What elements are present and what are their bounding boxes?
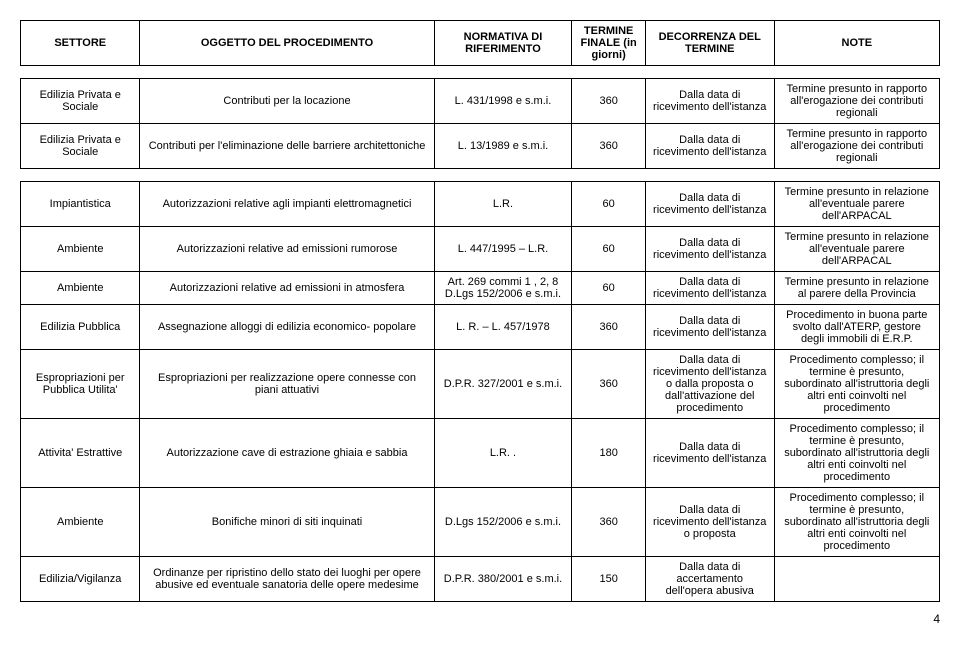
cell-note: Procedimento in buona parte svolto dall'… xyxy=(774,305,939,350)
cell-settore: Espropriazioni per Pubblica Utilita' xyxy=(21,350,140,419)
header-table: SETTORE OGGETTO DEL PROCEDIMENTO NORMATI… xyxy=(20,20,940,66)
page-number: 4 xyxy=(20,602,940,626)
cell-oggetto: Contributi per la locazione xyxy=(140,79,434,124)
cell-settore: Edilizia/Vigilanza xyxy=(21,557,140,602)
cell-note: Termine presunto in relazione all'eventu… xyxy=(774,182,939,227)
cell-normativa: L. 13/1989 e s.m.i. xyxy=(434,124,572,169)
cell-settore: Ambiente xyxy=(21,272,140,305)
cell-note: Procedimento complesso; il termine è pre… xyxy=(774,419,939,488)
cell-normativa: L. R. – L. 457/1978 xyxy=(434,305,572,350)
cell-decorrenza: Dalla data di ricevimento dell'istanza xyxy=(645,305,774,350)
header-termine: TERMINE FINALE (in giorni) xyxy=(572,21,646,66)
cell-note: Procedimento complesso; il termine è pre… xyxy=(774,350,939,419)
table-row: Espropriazioni per Pubblica Utilita' Esp… xyxy=(21,350,940,419)
cell-oggetto: Autorizzazioni relative ad emissioni in … xyxy=(140,272,434,305)
cell-normativa: L.R. xyxy=(434,182,572,227)
cell-decorrenza: Dalla data di ricevimento dell'istanza xyxy=(645,419,774,488)
cell-decorrenza: Dalla data di ricevimento dell'istanza xyxy=(645,79,774,124)
cell-oggetto: Autorizzazioni relative ad emissioni rum… xyxy=(140,227,434,272)
cell-decorrenza: Dalla data di ricevimento dell'istanza xyxy=(645,182,774,227)
table-row: Edilizia/Vigilanza Ordinanze per riprist… xyxy=(21,557,940,602)
cell-settore: Edilizia Pubblica xyxy=(21,305,140,350)
cell-normativa: D.P.R. 380/2001 e s.m.i. xyxy=(434,557,572,602)
cell-termine: 360 xyxy=(572,79,646,124)
cell-termine: 60 xyxy=(572,272,646,305)
table-row: Edilizia Privata e Sociale Contributi pe… xyxy=(21,79,940,124)
cell-decorrenza: Dalla data di ricevimento dell'istanza xyxy=(645,272,774,305)
cell-termine: 60 xyxy=(572,227,646,272)
cell-decorrenza: Dalla data di ricevimento dell'istanza xyxy=(645,124,774,169)
cell-termine: 60 xyxy=(572,182,646,227)
cell-normativa: Art. 269 commi 1 , 2, 8 D.Lgs 152/2006 e… xyxy=(434,272,572,305)
cell-oggetto: Assegnazione alloggi di edilizia economi… xyxy=(140,305,434,350)
cell-oggetto: Espropriazioni per realizzazione opere c… xyxy=(140,350,434,419)
cell-termine: 180 xyxy=(572,419,646,488)
cell-termine: 360 xyxy=(572,305,646,350)
cell-normativa: D.Lgs 152/2006 e s.m.i. xyxy=(434,488,572,557)
cell-oggetto: Autorizzazione cave di estrazione ghiaia… xyxy=(140,419,434,488)
cell-settore: Edilizia Privata e Sociale xyxy=(21,79,140,124)
table-row: Attivita' Estrattive Autorizzazione cave… xyxy=(21,419,940,488)
cell-oggetto: Contributi per l'eliminazione delle barr… xyxy=(140,124,434,169)
section2-table: Impiantistica Autorizzazioni relative ag… xyxy=(20,181,940,602)
cell-note xyxy=(774,557,939,602)
cell-settore: Edilizia Privata e Sociale xyxy=(21,124,140,169)
cell-termine: 360 xyxy=(572,124,646,169)
header-normativa: NORMATIVA DI RIFERIMENTO xyxy=(434,21,572,66)
table-row: Ambiente Bonifiche minori di siti inquin… xyxy=(21,488,940,557)
cell-decorrenza: Dalla data di accertamento dell'opera ab… xyxy=(645,557,774,602)
cell-decorrenza: Dalla data di ricevimento dell'istanza o… xyxy=(645,350,774,419)
cell-termine: 150 xyxy=(572,557,646,602)
cell-normativa: D.P.R. 327/2001 e s.m.i. xyxy=(434,350,572,419)
table-row: Ambiente Autorizzazioni relative ad emis… xyxy=(21,227,940,272)
header-settore: SETTORE xyxy=(21,21,140,66)
cell-normativa: L. 447/1995 – L.R. xyxy=(434,227,572,272)
cell-settore: Ambiente xyxy=(21,488,140,557)
cell-settore: Ambiente xyxy=(21,227,140,272)
table-row: Edilizia Pubblica Assegnazione alloggi d… xyxy=(21,305,940,350)
cell-note: Termine presunto in relazione all'eventu… xyxy=(774,227,939,272)
header-note: NOTE xyxy=(774,21,939,66)
header-oggetto: OGGETTO DEL PROCEDIMENTO xyxy=(140,21,434,66)
table-row: Edilizia Privata e Sociale Contributi pe… xyxy=(21,124,940,169)
cell-note: Termine presunto in rapporto all'erogazi… xyxy=(774,79,939,124)
cell-decorrenza: Dalla data di ricevimento dell'istanza xyxy=(645,227,774,272)
cell-oggetto: Bonifiche minori di siti inquinati xyxy=(140,488,434,557)
cell-normativa: L. 431/1998 e s.m.i. xyxy=(434,79,572,124)
cell-settore: Impiantistica xyxy=(21,182,140,227)
cell-note: Termine presunto in relazione al parere … xyxy=(774,272,939,305)
header-decorrenza: DECORRENZA DEL TERMINE xyxy=(645,21,774,66)
section1-table: Edilizia Privata e Sociale Contributi pe… xyxy=(20,78,940,169)
table-row: Ambiente Autorizzazioni relative ad emis… xyxy=(21,272,940,305)
cell-oggetto: Autorizzazioni relative agli impianti el… xyxy=(140,182,434,227)
cell-settore: Attivita' Estrattive xyxy=(21,419,140,488)
cell-normativa: L.R. . xyxy=(434,419,572,488)
cell-oggetto: Ordinanze per ripristino dello stato dei… xyxy=(140,557,434,602)
cell-note: Termine presunto in rapporto all'erogazi… xyxy=(774,124,939,169)
cell-termine: 360 xyxy=(572,488,646,557)
cell-note: Procedimento complesso; il termine è pre… xyxy=(774,488,939,557)
table-row: Impiantistica Autorizzazioni relative ag… xyxy=(21,182,940,227)
cell-termine: 360 xyxy=(572,350,646,419)
cell-decorrenza: Dalla data di ricevimento dell'istanza o… xyxy=(645,488,774,557)
